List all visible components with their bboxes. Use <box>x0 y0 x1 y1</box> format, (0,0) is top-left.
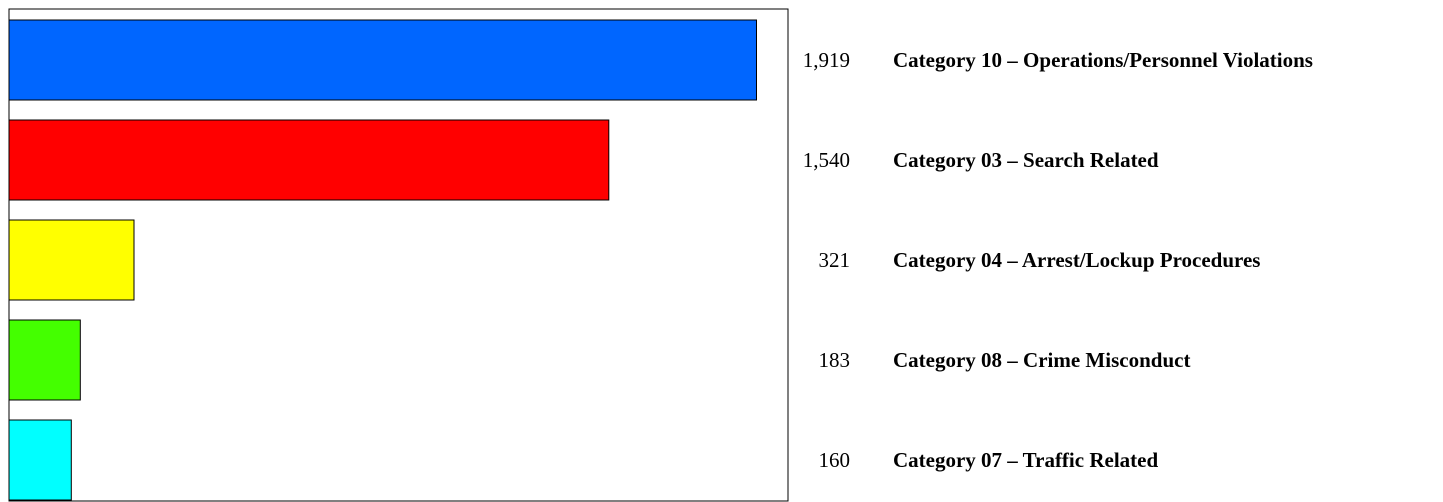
labels-group: 1,919 Category 10 – Operations/Personnel … <box>803 48 1313 472</box>
value-label-4: 183 <box>819 348 851 372</box>
category-label-5: Category 07 – Traffic Related <box>893 448 1158 472</box>
value-label-2: 1,540 <box>803 148 850 172</box>
bars-group <box>8 19 757 501</box>
bar-1 <box>8 19 757 101</box>
category-label-4: Category 08 – Crime Misconduct <box>893 348 1190 372</box>
category-label-1: Category 10 – Operations/Personnel Viola… <box>893 48 1313 72</box>
bar-5 <box>8 419 72 501</box>
bar-3 <box>8 219 135 301</box>
value-label-3: 321 <box>819 248 851 272</box>
value-label-1: 1,919 <box>803 48 850 72</box>
value-label-5: 160 <box>819 448 851 472</box>
bar-4 <box>8 319 81 401</box>
category-label-3: Category 04 – Arrest/Lockup Procedures <box>893 248 1260 272</box>
category-label-2: Category 03 – Search Related <box>893 148 1159 172</box>
bar-2 <box>8 119 610 201</box>
